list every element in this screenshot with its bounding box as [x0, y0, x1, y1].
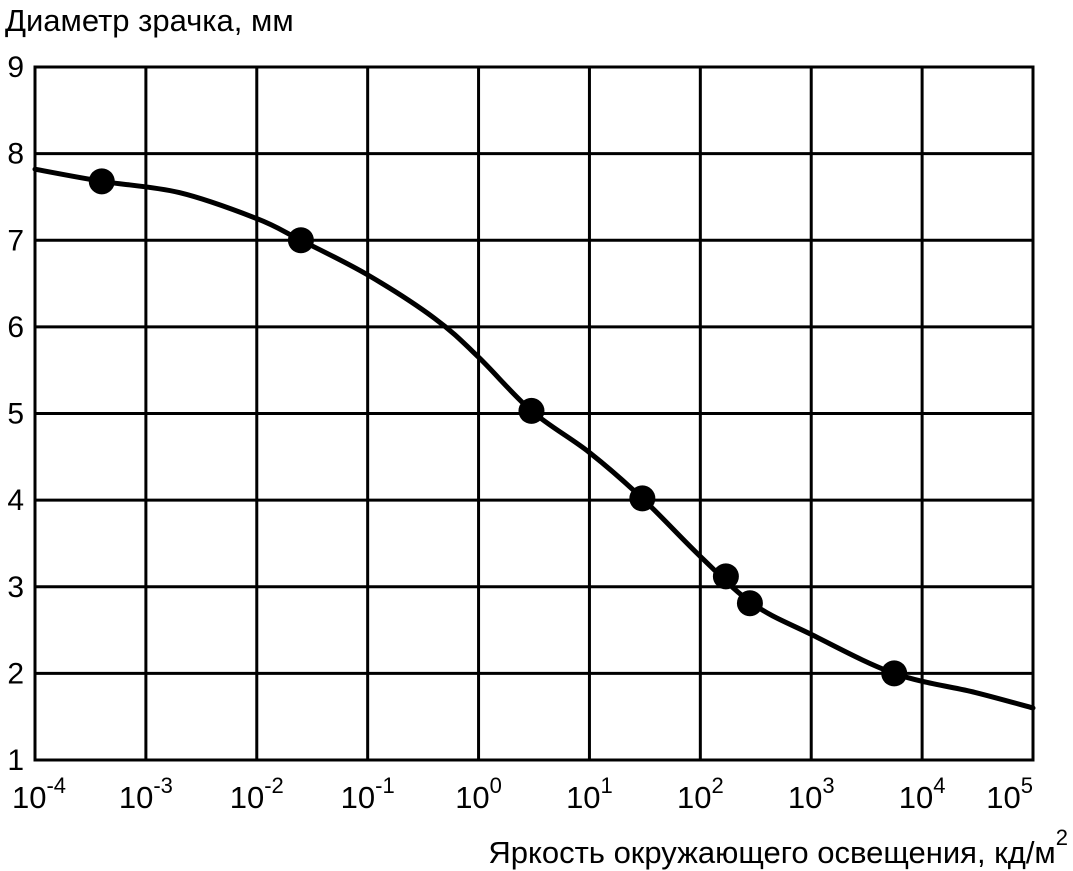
data-point	[736, 590, 763, 617]
x-tick-label: 101	[566, 773, 613, 815]
x-tick-label: 100	[455, 773, 502, 815]
plot-frame	[33, 65, 1035, 762]
data-point	[88, 168, 115, 195]
x-tick-label: 10-3	[119, 773, 173, 815]
x-axis-title-sup: 2	[1056, 825, 1068, 850]
data-point	[712, 563, 739, 590]
y-axis-title: Диаметр зрачка, мм	[5, 3, 294, 38]
y-tick-label: 4	[7, 484, 24, 517]
x-tick-label: 104	[899, 773, 946, 815]
data-point	[287, 227, 314, 254]
data-points	[88, 168, 908, 687]
data-curve	[32, 166, 1036, 711]
data-point	[629, 485, 656, 512]
x-axis-title: Яркость окружающего освещения, кд/м2	[488, 825, 1068, 870]
y-tick-label: 1	[7, 744, 24, 777]
y-tick-label: 8	[7, 138, 24, 171]
y-tick-label: 3	[7, 571, 24, 604]
data-point	[518, 397, 545, 424]
x-tick-label: 10-4	[12, 773, 66, 815]
x-axis-title-main: Яркость окружающего освещения, кд/м	[488, 835, 1055, 870]
y-tick-label: 7	[7, 224, 24, 257]
y-tick-labels: 1 2 3 4 5 6 7 8 9	[7, 51, 24, 777]
x-tick-label: 10-1	[341, 773, 395, 815]
y-tick-label: 6	[7, 311, 24, 344]
y-tick-label: 5	[7, 398, 24, 431]
x-tick-label: 103	[788, 773, 835, 815]
x-tick-label: 10-2	[230, 773, 284, 815]
x-tick-labels: 10-4 10-3 10-2 10-1 100 101 102 103 104 105	[12, 773, 1033, 815]
y-tick-label: 2	[7, 657, 24, 690]
x-tick-label: 105	[986, 773, 1033, 815]
x-tick-label: 102	[677, 773, 724, 815]
y-tick-label: 9	[7, 51, 24, 84]
data-point	[881, 660, 908, 687]
